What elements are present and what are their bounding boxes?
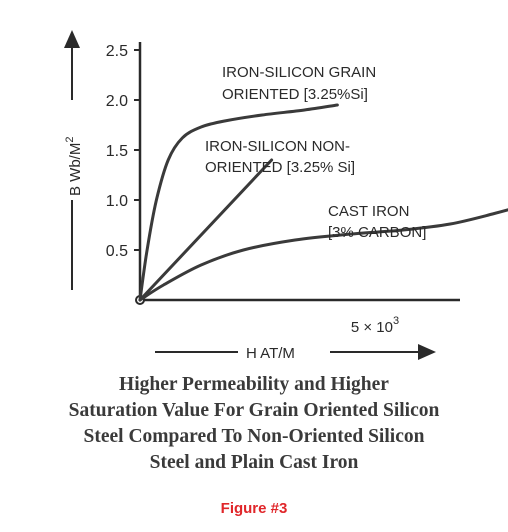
series-label-non-oriented-line2: ORIENTED [3.25% Si] xyxy=(205,159,355,176)
series-label-non-oriented-line1: IRON-SILICON NON- xyxy=(205,138,350,155)
y-tick-label: 1.5 xyxy=(106,143,128,160)
x-label-gap xyxy=(238,340,330,364)
x-axis-label: H AT/M xyxy=(246,345,295,362)
y-axis-label: B Wb/M2 xyxy=(64,137,84,196)
y-tick-label: 2.5 xyxy=(106,43,128,60)
series-label-grain-oriented-line2: ORIENTED [3.25%Si] xyxy=(222,86,368,103)
caption-line-1: Higher Permeability and Higher xyxy=(119,374,389,395)
caption-line-3: Steel Compared To Non-Oriented Silicon xyxy=(83,426,425,447)
y-ticks: 0.5 1.0 1.5 2.0 2.5 xyxy=(106,43,140,260)
y-tick-label: 2.0 xyxy=(106,93,128,110)
figure-caption: Higher Permeability and Higher Saturatio… xyxy=(0,372,508,476)
series-line-non-oriented xyxy=(138,158,274,302)
figure-number-label: Figure #3 xyxy=(220,500,288,517)
y-axis-label-exp: 2 xyxy=(64,137,76,143)
series-label-grain-oriented-line1: IRON-SILICON GRAIN xyxy=(222,64,376,81)
caption-line-2: Saturation Value For Grain Oriented Sili… xyxy=(68,400,440,421)
y-tick-label: 0.5 xyxy=(106,243,128,260)
b-h-chart: 0.5 1.0 1.5 2.0 2.5 5 × 103104 B Wb/M2 H AT/… xyxy=(62,30,508,364)
x-tick-label: 5 × 103 xyxy=(351,315,399,336)
y-tick-label: 1.0 xyxy=(106,193,128,210)
x-ticks: 5 × 103104 xyxy=(351,315,399,336)
series-line-cast-iron xyxy=(138,208,508,302)
caption-line-4: Steel and Plain Cast Iron xyxy=(149,452,359,473)
series-label-cast-iron-line2: [3% CARBON] xyxy=(328,224,426,241)
series-label-cast-iron-line1: CAST IRON xyxy=(328,203,409,220)
y-label-gap xyxy=(62,100,82,200)
series-line-grain-oriented xyxy=(138,103,339,302)
